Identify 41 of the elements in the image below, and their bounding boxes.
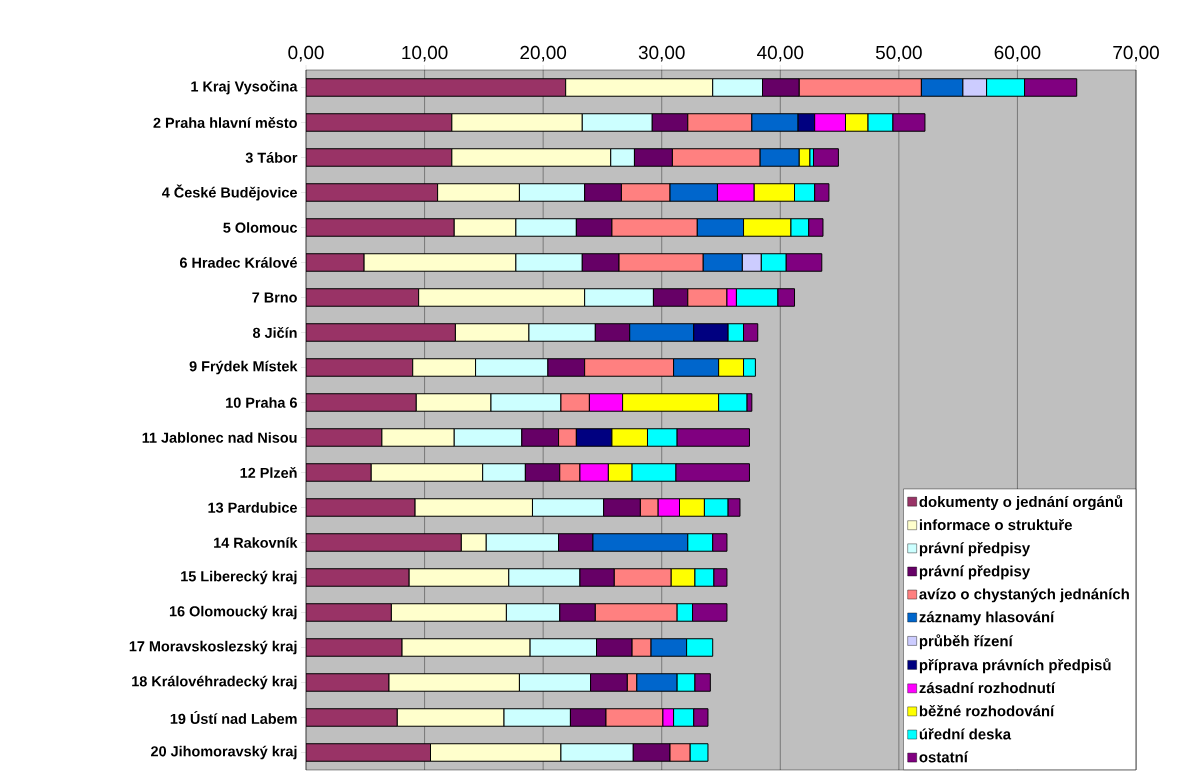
x-tick-label: 30,00 — [638, 45, 685, 62]
legend-label: avízo o chystaných jednáních — [919, 588, 1129, 603]
y-tick-label: 9 Frýdek Místek — [189, 360, 298, 375]
legend-label: zásadní rozhodnutí — [919, 682, 1056, 694]
y-tick-label: 14 Rakovník — [214, 537, 298, 548]
legend-label: běžné rozhodování — [919, 705, 1055, 717]
x-tick-label: 60,00 — [994, 45, 1041, 62]
legend-label: právní předpisy — [919, 542, 1031, 557]
legend-label: informace o struktuře — [919, 518, 1072, 531]
legend-label: příprava právních předpisů — [919, 658, 1111, 674]
y-tick-label: 4 České Budějovice — [162, 184, 297, 201]
bar — [813, 148, 839, 167]
x-tick-label: 50,00 — [875, 45, 922, 62]
x-tick-label: 40,00 — [757, 45, 804, 62]
y-tick-label: 7 Brno — [252, 292, 297, 303]
y-tick-label: 8 Jičín — [252, 327, 297, 338]
y-tick-label: 2 Praha hlavní město — [153, 117, 297, 128]
x-tick-label: 70,00 — [1113, 45, 1159, 62]
x-tick-label: 20,00 — [520, 45, 567, 62]
y-tick-label: 15 Liberecký kraj — [181, 570, 297, 585]
y-tick-label: 18 Královéhradecký kraj — [132, 675, 297, 690]
y-tick-label: 16 Olomoucký kraj — [169, 605, 297, 620]
y-tick-label: 10 Praha 6 — [226, 397, 297, 408]
y-tick-label: 19 Ústí nad Labem — [170, 711, 297, 724]
y-tick-label: 11 Jablonec nad Nisou — [142, 432, 297, 443]
legend-label: záznamy hlasování — [919, 611, 1055, 626]
legend-label: ostatní — [919, 751, 969, 763]
y-tick-label: 17 Moravskoslezský kraj — [129, 640, 297, 655]
x-tick-label: 0,00 — [288, 45, 324, 62]
y-tick-label: 12 Plzeň — [240, 467, 297, 478]
y-tick-label: 5 Olomouc — [223, 222, 298, 233]
y-tick-label: 1 Kraj Vysočina — [191, 80, 298, 95]
y-tick-label: 6 Hradec Králové — [179, 257, 297, 268]
legend-label: právní předpisy — [919, 565, 1031, 580]
y-tick-label: 20 Jihomoravský kraj — [151, 745, 297, 760]
y-tick-label: 13 Pardubice — [208, 502, 297, 513]
y-tick-label: 3 Tábor — [245, 152, 298, 163]
legend-label: úřední deska — [919, 728, 1012, 740]
legend-label: dokumenty o jednání orgánů — [919, 494, 1123, 511]
legend-label: průběh řízení — [919, 634, 1014, 650]
x-tick-label: 10,00 — [402, 45, 448, 62]
